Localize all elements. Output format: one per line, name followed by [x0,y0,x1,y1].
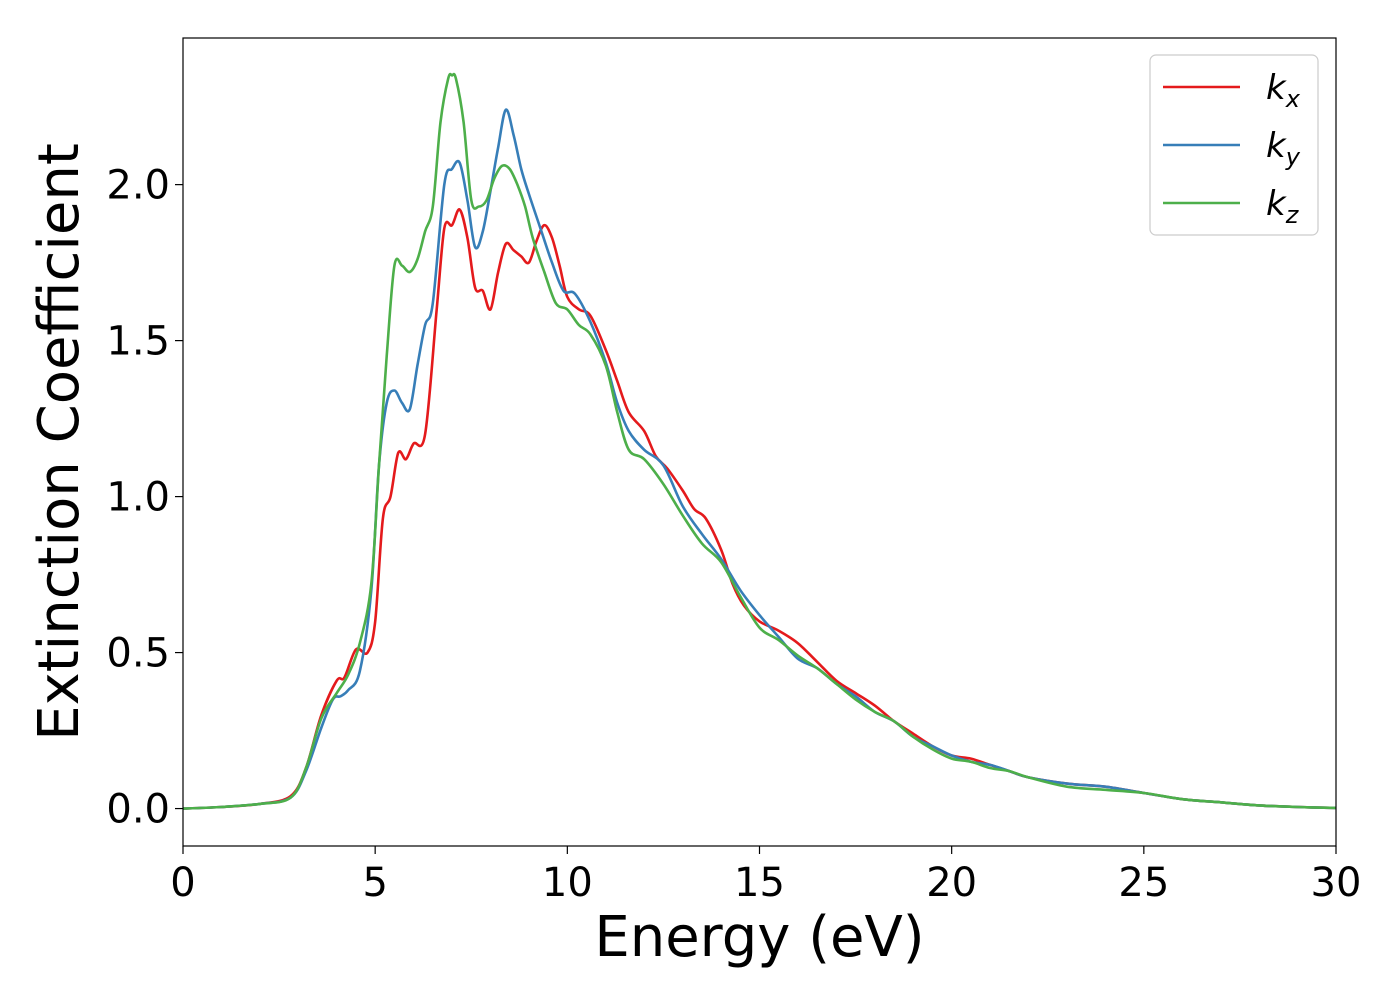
legend-label-z: kz [1266,184,1300,229]
x-tick-label: 0 [170,860,195,906]
x-tick-label: 20 [926,860,977,906]
x-tick-label: 25 [1118,860,1169,906]
x-axis-title: Energy (eV) [594,905,924,970]
series-layer [182,72,1337,810]
y-tick-label: 2.0 [106,163,170,209]
y-axis-ticks: 0.0 0.5 1.0 1.5 2.0 [106,163,183,833]
legend: kx ky kz [1149,54,1319,236]
y-tick-label: 1.0 [106,475,170,521]
y-tick-label: 0.0 [106,787,170,833]
legend-label-x: kx [1266,68,1301,113]
x-tick-label: 10 [542,860,593,906]
series-line-z [182,72,1337,810]
y-tick-label: 0.5 [106,631,170,677]
y-tick-label: 1.5 [106,319,170,365]
x-tick-label: 5 [362,860,387,906]
x-axis-ticks: 0 5 10 15 20 25 30 [170,846,1361,906]
x-tick-label: 30 [1311,860,1362,906]
y-axis-title: Extinction Coefficient [27,143,92,741]
x-tick-label: 15 [734,860,785,906]
legend-label-y: ky [1266,126,1301,171]
